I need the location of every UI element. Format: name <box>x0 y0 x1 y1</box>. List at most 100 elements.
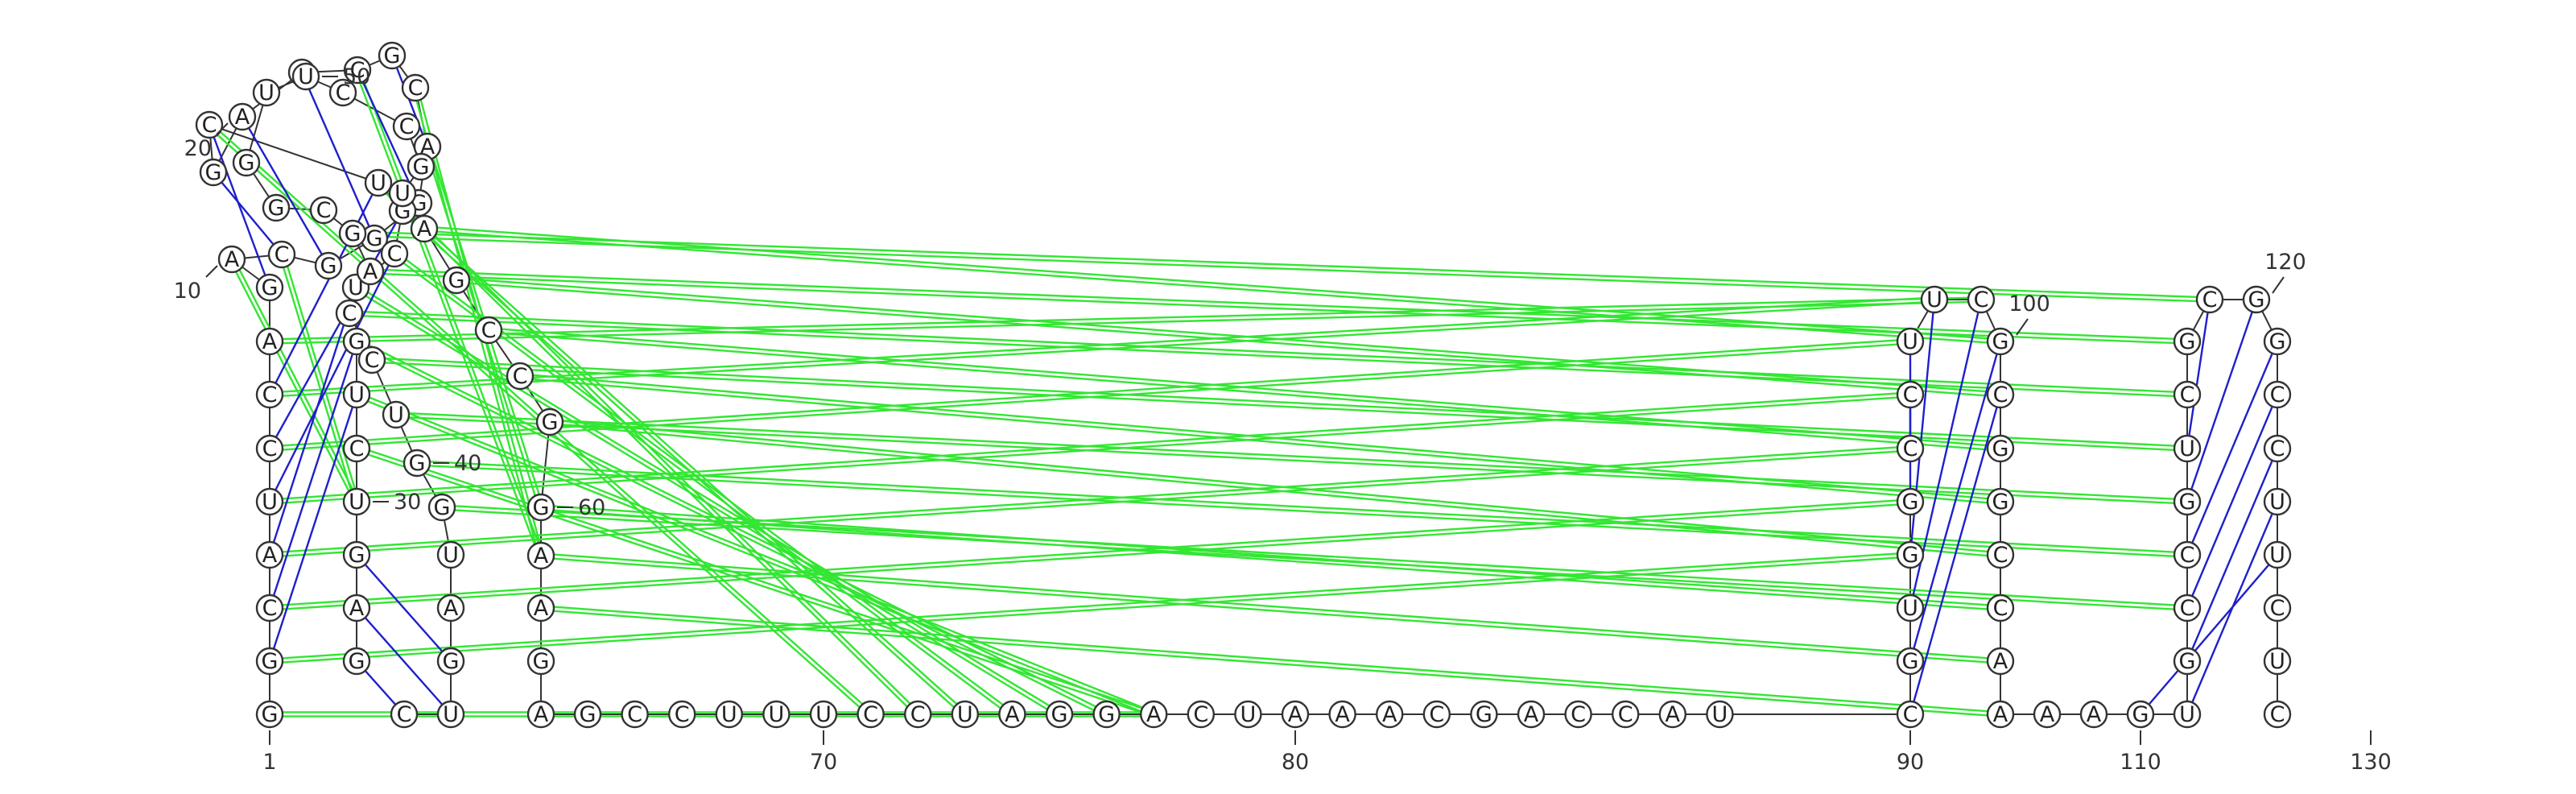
numbering-label: 20 <box>184 136 212 161</box>
nucleotide-letter: U <box>349 383 365 407</box>
nucleotide-circle <box>252 78 281 107</box>
nucleotide-letter: G <box>384 43 401 68</box>
nucleotide: G <box>342 540 371 569</box>
nucleotide-letter: U <box>1712 702 1728 727</box>
nucleotide-letter: C <box>1993 596 2008 621</box>
nucleotide-circle <box>526 647 555 676</box>
nucleotide: C <box>2173 540 2202 569</box>
nucleotide-letter: A <box>1993 702 2008 727</box>
nucleotide-letter: U <box>2269 490 2285 515</box>
nucleotide-letter: C <box>2202 287 2218 312</box>
nucleotide: G <box>255 700 284 729</box>
noncanonical-pair-line <box>233 258 360 502</box>
nucleotide: C <box>2173 593 2202 622</box>
noncanonical-pair-line <box>541 605 2001 713</box>
nucleotide: G <box>1896 540 1925 569</box>
numbering-tick <box>2016 318 2029 336</box>
nucleotide-circle <box>1045 700 1074 729</box>
nucleotide: C <box>267 240 296 269</box>
nucleotide: G <box>436 647 465 676</box>
nucleotide: A <box>526 593 555 622</box>
numbering-tick <box>2272 276 2285 294</box>
nucleotide-circle <box>1986 593 2015 622</box>
nucleotide: C <box>357 345 386 374</box>
nucleotide-letter: G <box>409 451 426 476</box>
nucleotide-letter: A <box>1524 702 1539 727</box>
noncanonical-pair-line <box>358 68 544 556</box>
nucleotide: G <box>314 251 343 280</box>
nucleotide-circle <box>1896 434 1925 463</box>
nucleotide: C <box>621 700 649 729</box>
nucleotide-circle <box>1281 700 1310 729</box>
nucleotide-circle <box>401 73 430 102</box>
nucleotide-circle <box>1896 327 1925 356</box>
numbering-label: 30 <box>394 490 421 515</box>
numbering-label: 50 <box>343 64 370 89</box>
canonical-pair-line <box>268 287 357 556</box>
nucleotide: A <box>217 245 246 274</box>
nucleotide: U <box>809 700 838 729</box>
nucleotide: C <box>343 56 372 85</box>
nucleotide-letter: G <box>349 329 365 354</box>
nucleotide-letter: A <box>262 329 278 354</box>
canonical-pair-line <box>2140 554 2278 715</box>
nucleotide-circle <box>2173 647 2202 676</box>
nucleotide-circle <box>1092 700 1121 729</box>
numbering-label: 100 <box>2008 292 2050 316</box>
nucleotide-letter: C <box>2270 436 2285 461</box>
noncanonical-pair-line <box>541 504 2001 607</box>
canonical-pair-line <box>213 172 283 255</box>
nucleotide: U <box>1896 593 1925 622</box>
nucleotide-circle <box>2263 593 2292 622</box>
numbering-label: 80 <box>1282 750 1309 775</box>
noncanonical-pair-line <box>540 508 2000 611</box>
nucleotide-circle <box>402 449 431 478</box>
nucleotide-letter: G <box>533 649 550 674</box>
nucleotide: G <box>402 449 431 478</box>
nucleotide-circle <box>2173 593 2202 622</box>
nucleotide-circle <box>232 148 261 177</box>
noncanonical-pair-line <box>423 230 2000 345</box>
nucleotide: U <box>2263 487 2292 516</box>
nucleotide-circle <box>2195 285 2224 314</box>
nucleotide: C <box>857 700 885 729</box>
nucleotide-letter: U <box>1241 702 1257 727</box>
nucleotide: U <box>2263 540 2292 569</box>
nucleotide-letter: A <box>1288 702 1303 727</box>
nucleotide-letter: U <box>443 702 459 727</box>
nucleotide-letter: C <box>202 113 217 138</box>
nucleotide-circle <box>1422 700 1451 729</box>
nucleotide: U <box>252 78 281 107</box>
nucleotide: G <box>1470 700 1498 729</box>
nucleotide-circle <box>1986 434 2015 463</box>
nucleotide-circle <box>2173 487 2202 516</box>
canonical-pair-line <box>268 341 358 609</box>
nucleotide: G <box>2173 327 2202 356</box>
nucleotide-letter: G <box>2179 649 2196 674</box>
nucleotide-circle <box>262 193 291 222</box>
nucleotide-letter: A <box>534 702 549 727</box>
nucleotide-letter: C <box>408 76 423 101</box>
nucleotide-letter: C <box>350 58 365 83</box>
nucleotide-circle <box>356 257 385 286</box>
nucleotide: A <box>526 541 555 570</box>
nucleotide: G <box>1986 327 2015 356</box>
nucleotide-letter: C <box>1903 383 1918 407</box>
nucleotide: A <box>526 700 555 729</box>
nucleotide-letter: A <box>363 259 378 284</box>
nucleotide-circle <box>390 700 419 729</box>
nucleotide: C <box>335 299 364 328</box>
nucleotide-letter: A <box>534 596 549 621</box>
nucleotide: A <box>2033 700 2062 729</box>
noncanonical-pair-line <box>269 552 1910 660</box>
nucleotide: A <box>1328 700 1356 729</box>
nucleotide-letter: A <box>349 596 365 621</box>
nucleotide-circle <box>410 214 439 243</box>
nucleotide: G <box>255 273 284 302</box>
nucleotide-circle <box>2173 434 2202 463</box>
noncanonical-pair-line <box>550 419 2001 554</box>
noncanonical-pair-line <box>400 212 964 717</box>
noncanonical-pair-line <box>520 373 2001 501</box>
nucleotide: G <box>573 700 602 729</box>
nucleotide: G <box>535 407 564 436</box>
